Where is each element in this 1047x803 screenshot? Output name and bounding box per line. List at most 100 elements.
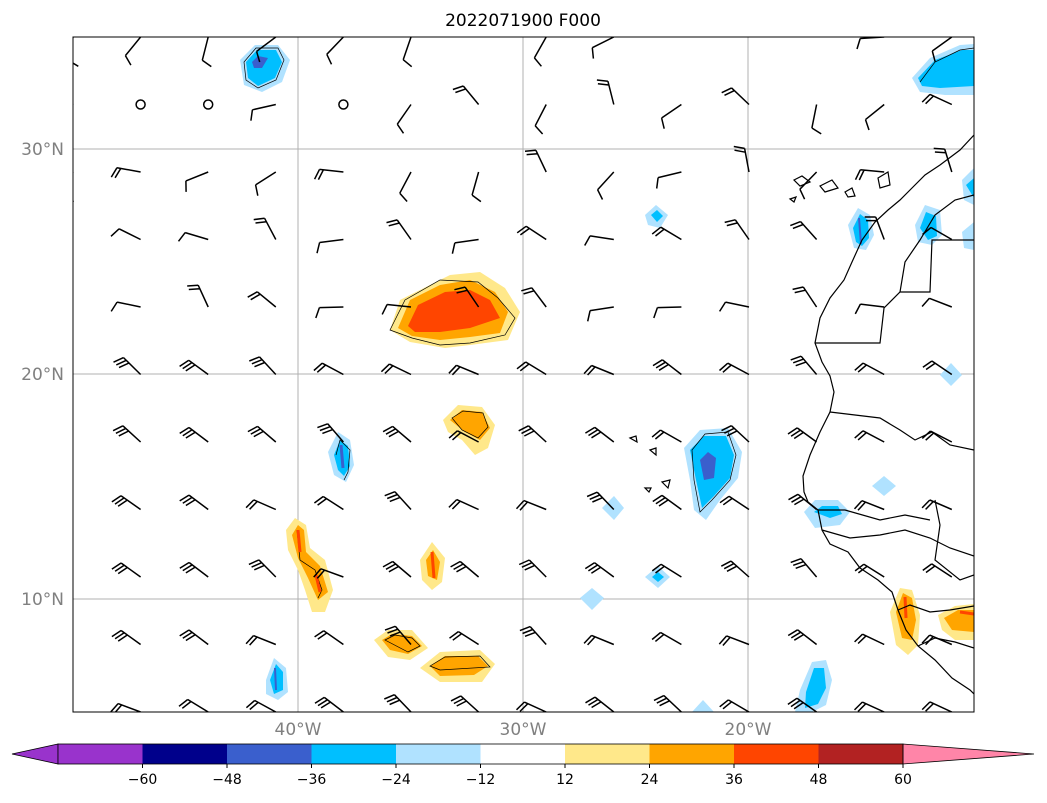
colorbar-segment — [565, 744, 650, 764]
wind-barb — [384, 694, 412, 712]
wind-barb — [110, 301, 141, 312]
wind-barb — [178, 698, 209, 712]
wind-barb — [245, 634, 277, 646]
wind-barb — [399, 171, 412, 202]
wind-barb — [721, 87, 750, 106]
wind-barb — [179, 426, 209, 443]
wind-barb — [864, 103, 885, 131]
wind-barb — [111, 629, 142, 646]
colorbar-segment — [649, 744, 735, 764]
wind-barb — [933, 147, 953, 173]
wind-barb — [73, 238, 74, 240]
wind-barb — [651, 631, 682, 646]
wind-barb — [315, 306, 344, 319]
colorbar-segment — [818, 744, 904, 764]
wind-barb — [515, 701, 547, 712]
lon-label-30w: 30°W — [500, 720, 547, 740]
wind-barb — [73, 102, 74, 105]
wind-barb — [448, 364, 479, 376]
colorbar-tick-label: 24 — [641, 772, 659, 788]
wind-barb — [815, 37, 817, 38]
wind-barb — [721, 425, 750, 443]
wind-barb — [316, 238, 344, 254]
wind-barb — [724, 219, 750, 240]
anomaly-contours — [240, 44, 974, 712]
wind-barb — [248, 559, 277, 578]
wind-barb — [718, 635, 750, 646]
wind-barb — [787, 629, 818, 646]
wind-barb — [787, 697, 818, 712]
wind-barb — [245, 699, 277, 712]
wind-barb — [73, 576, 74, 577]
lat-label-30n: 30°N — [21, 140, 64, 160]
wind-barb — [201, 37, 212, 68]
wind-barb — [596, 79, 615, 105]
wind-barb — [313, 495, 344, 511]
wind-barb — [247, 425, 277, 443]
wind-barb — [518, 425, 547, 443]
wind-barb — [454, 286, 480, 308]
map-frame — [72, 36, 975, 713]
wind-barb — [448, 498, 479, 511]
wind-barb — [313, 568, 344, 579]
wind-barb — [584, 235, 614, 246]
wind-barb — [471, 171, 482, 203]
wind-barb — [382, 425, 412, 443]
wind-barb — [384, 625, 412, 645]
colorbar-extend-min — [11, 743, 59, 765]
wind-barb — [583, 634, 615, 646]
wind-barb — [655, 171, 682, 189]
colorbar-tick-label: 60 — [894, 772, 912, 788]
wind-barb — [450, 560, 480, 578]
wind-barb — [534, 104, 547, 135]
lat-label-10n: 10°N — [21, 590, 64, 610]
wind-barb — [652, 494, 682, 511]
coastlines — [628, 134, 974, 695]
wind-barb — [922, 226, 953, 241]
wind-barb — [733, 145, 750, 173]
wind-barb — [111, 495, 142, 511]
map-title: 2022071900 F000 — [445, 11, 601, 31]
wind-barb — [111, 562, 142, 578]
wind-barb — [922, 360, 953, 376]
wind-barb — [515, 499, 547, 511]
wind-barb — [452, 85, 480, 105]
wind-barb — [317, 423, 344, 443]
wind-barb — [73, 508, 74, 510]
wind-barb — [533, 37, 547, 67]
wind-barb — [854, 563, 885, 578]
wind-barb — [179, 629, 209, 646]
wind-barb — [719, 495, 750, 511]
wind-barb — [596, 171, 615, 200]
wind-barb — [396, 104, 412, 134]
wind-barb — [518, 559, 547, 578]
wind-barb — [652, 359, 682, 376]
wind-barb — [402, 37, 413, 68]
wind-barb — [448, 430, 479, 443]
lon-label-40w: 40°W — [275, 720, 322, 740]
wind-barb — [583, 364, 615, 376]
wind-barb — [653, 306, 682, 319]
wind-barb — [720, 560, 750, 578]
colorbar-segment — [734, 744, 819, 764]
colorbar-tick-label: 36 — [725, 772, 743, 788]
wind-barb — [792, 286, 818, 308]
wind-barb — [591, 37, 615, 59]
wind-barb — [73, 306, 74, 307]
colorbar-segment — [480, 744, 566, 764]
wind-barb — [519, 625, 547, 645]
wind-barb — [585, 426, 615, 443]
wind-barb — [660, 103, 682, 129]
wind-barb — [790, 220, 818, 240]
wind-barb — [384, 491, 412, 511]
wind-barb — [255, 37, 277, 63]
wind-barb — [247, 291, 277, 308]
wind-barb — [187, 284, 209, 308]
wind-barb — [586, 491, 615, 511]
lon-label-20w: 20°W — [725, 720, 772, 740]
calm-barb-circle — [135, 99, 146, 110]
wind-barb — [854, 303, 885, 315]
wind-barb — [921, 499, 953, 511]
colorbar-segment — [311, 744, 397, 764]
